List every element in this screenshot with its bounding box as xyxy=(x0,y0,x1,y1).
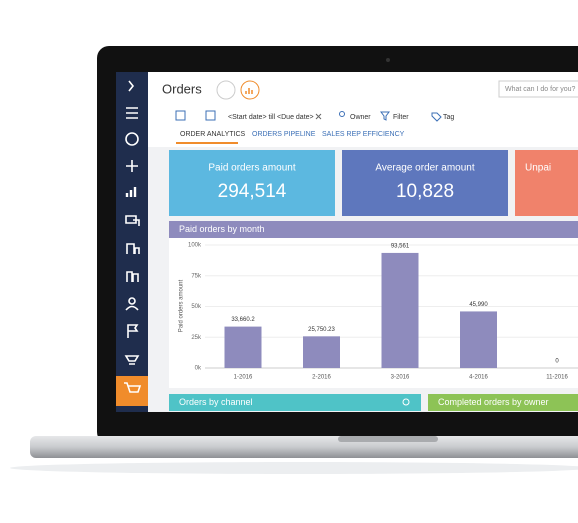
x-tick-label: 11-2016 xyxy=(546,375,568,381)
search-placeholder: What can I do for you? xyxy=(505,86,576,93)
analytics-view-button[interactable] xyxy=(240,80,260,100)
tab[interactable]: ORDER ANALYTICS xyxy=(180,131,246,138)
bar xyxy=(303,336,340,368)
laptop-base xyxy=(30,436,578,458)
bar xyxy=(224,326,262,368)
owner-icon xyxy=(339,111,345,117)
x-tick-label: 2-2016 xyxy=(312,375,331,381)
settings-icon[interactable] xyxy=(402,398,410,406)
kpi-tile xyxy=(515,150,578,216)
value-label: 93,561 xyxy=(391,243,410,249)
y-axis-label: Paid orders amount xyxy=(179,279,185,332)
panel-title: Completed orders by owner xyxy=(438,397,549,407)
cart-button[interactable] xyxy=(116,376,148,406)
value-label: 33,660.2 xyxy=(231,317,255,323)
y-tick-label: 50k xyxy=(191,304,202,310)
kpi-label: Paid orders amount xyxy=(208,163,295,174)
kpi-label: Unpai xyxy=(525,163,551,174)
tag-icon xyxy=(431,112,442,122)
owner-filter[interactable]: Owner xyxy=(350,114,371,121)
kpi-tile xyxy=(169,150,335,216)
clear-icon[interactable] xyxy=(315,113,322,120)
x-tick-label: 1-2016 xyxy=(234,375,253,381)
kpi-value: 10,828 xyxy=(396,181,454,202)
filter-button[interactable]: Filter xyxy=(393,114,409,121)
calendar-icon[interactable] xyxy=(175,110,186,121)
notch xyxy=(338,436,438,442)
panel-header xyxy=(169,394,421,411)
kpi-label: Average order amount xyxy=(375,163,475,174)
list-view-button[interactable] xyxy=(216,80,236,100)
value-label: 45,990 xyxy=(469,302,488,308)
value-label: 0 xyxy=(555,359,559,365)
kpi-tile xyxy=(342,150,508,216)
y-tick-label: 25k xyxy=(191,335,202,341)
calendar-icon[interactable] xyxy=(205,110,216,121)
y-tick-label: 75k xyxy=(191,273,202,279)
tab-underline xyxy=(176,142,238,144)
sidebar-icons xyxy=(124,80,142,393)
analytics-icon xyxy=(245,88,253,94)
tab[interactable]: ORDERS PIPELINE xyxy=(252,131,316,138)
value-label: 25,750.23 xyxy=(308,327,335,333)
bar xyxy=(381,252,419,368)
chart-header xyxy=(169,221,578,238)
tag-button[interactable]: Tag xyxy=(443,114,454,121)
x-tick-label: 4-2016 xyxy=(469,375,488,381)
chart-title: Paid orders by month xyxy=(179,224,265,234)
panel-header xyxy=(428,394,578,411)
page-title: Orders xyxy=(162,81,202,96)
y-tick-label: 100k xyxy=(188,243,202,249)
panel-title: Orders by channel xyxy=(179,397,253,407)
search-box[interactable] xyxy=(498,80,578,98)
filter-icon xyxy=(380,111,390,121)
shadow xyxy=(10,462,578,474)
camera xyxy=(386,58,390,62)
y-tick-label: 0k xyxy=(195,366,202,372)
tab[interactable]: SALES REP EFFICIENCY xyxy=(322,131,405,138)
kpi-value: 294,514 xyxy=(218,181,287,202)
bar xyxy=(460,311,497,368)
x-tick-label: 3-2016 xyxy=(391,375,410,381)
period-filter[interactable]: <Start date> till <Due date> xyxy=(228,114,314,121)
